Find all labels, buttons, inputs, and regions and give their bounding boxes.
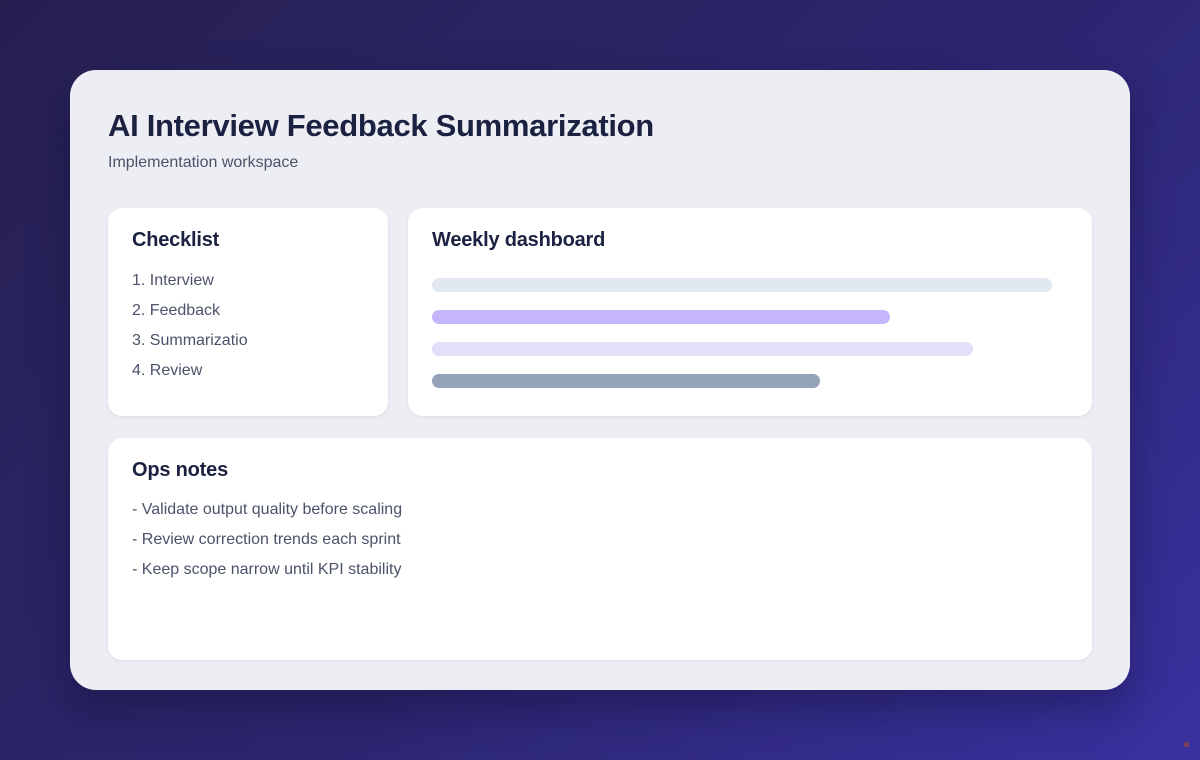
ops-note-review: - Review correction trends each sprint [132, 531, 401, 549]
ops-note-scope: - Keep scope narrow until KPI stability [132, 561, 402, 579]
progress-bar-3 [432, 342, 973, 357]
checklist-card: Checklist 1. Interview 2. Feedback 3. Su… [108, 208, 388, 417]
weekly-dashboard-title: Weekly dashboard [432, 229, 606, 252]
checklist-item-feedback: 2. Feedback [132, 302, 221, 320]
checklist-items: 1. Interview 2. Feedback 3. Summarizatio… [132, 266, 364, 386]
page-title: AI Interview Feedback Summarization [108, 108, 654, 143]
progress-bar-1 [432, 278, 1053, 293]
workspace-panel: AI Interview Feedback Summarization Impl… [70, 70, 1130, 690]
cards-row: Checklist 1. Interview 2. Feedback 3. Su… [108, 208, 1092, 417]
ops-notes-title: Ops notes [132, 459, 228, 482]
progress-bar-2 [432, 310, 890, 325]
ops-note-validate: - Validate output quality before scaling [132, 501, 403, 519]
ops-notes-card: Ops notes - Validate output quality befo… [108, 438, 1092, 661]
artifact-dot [1184, 742, 1189, 747]
ops-notes-items: - Validate output quality before scaling… [132, 495, 1068, 585]
weekly-dashboard-card: Weekly dashboard [408, 208, 1092, 417]
checklist-item-interview: 1. Interview [132, 272, 214, 290]
progress-bar-4 [432, 374, 820, 389]
checklist-title: Checklist [132, 229, 220, 252]
page-subtitle: Implementation workspace [108, 154, 299, 172]
checklist-item-review: 4. Review [132, 362, 203, 380]
dashboard-bars [432, 278, 1068, 389]
checklist-item-summarization: 3. Summarizatio [132, 332, 248, 350]
